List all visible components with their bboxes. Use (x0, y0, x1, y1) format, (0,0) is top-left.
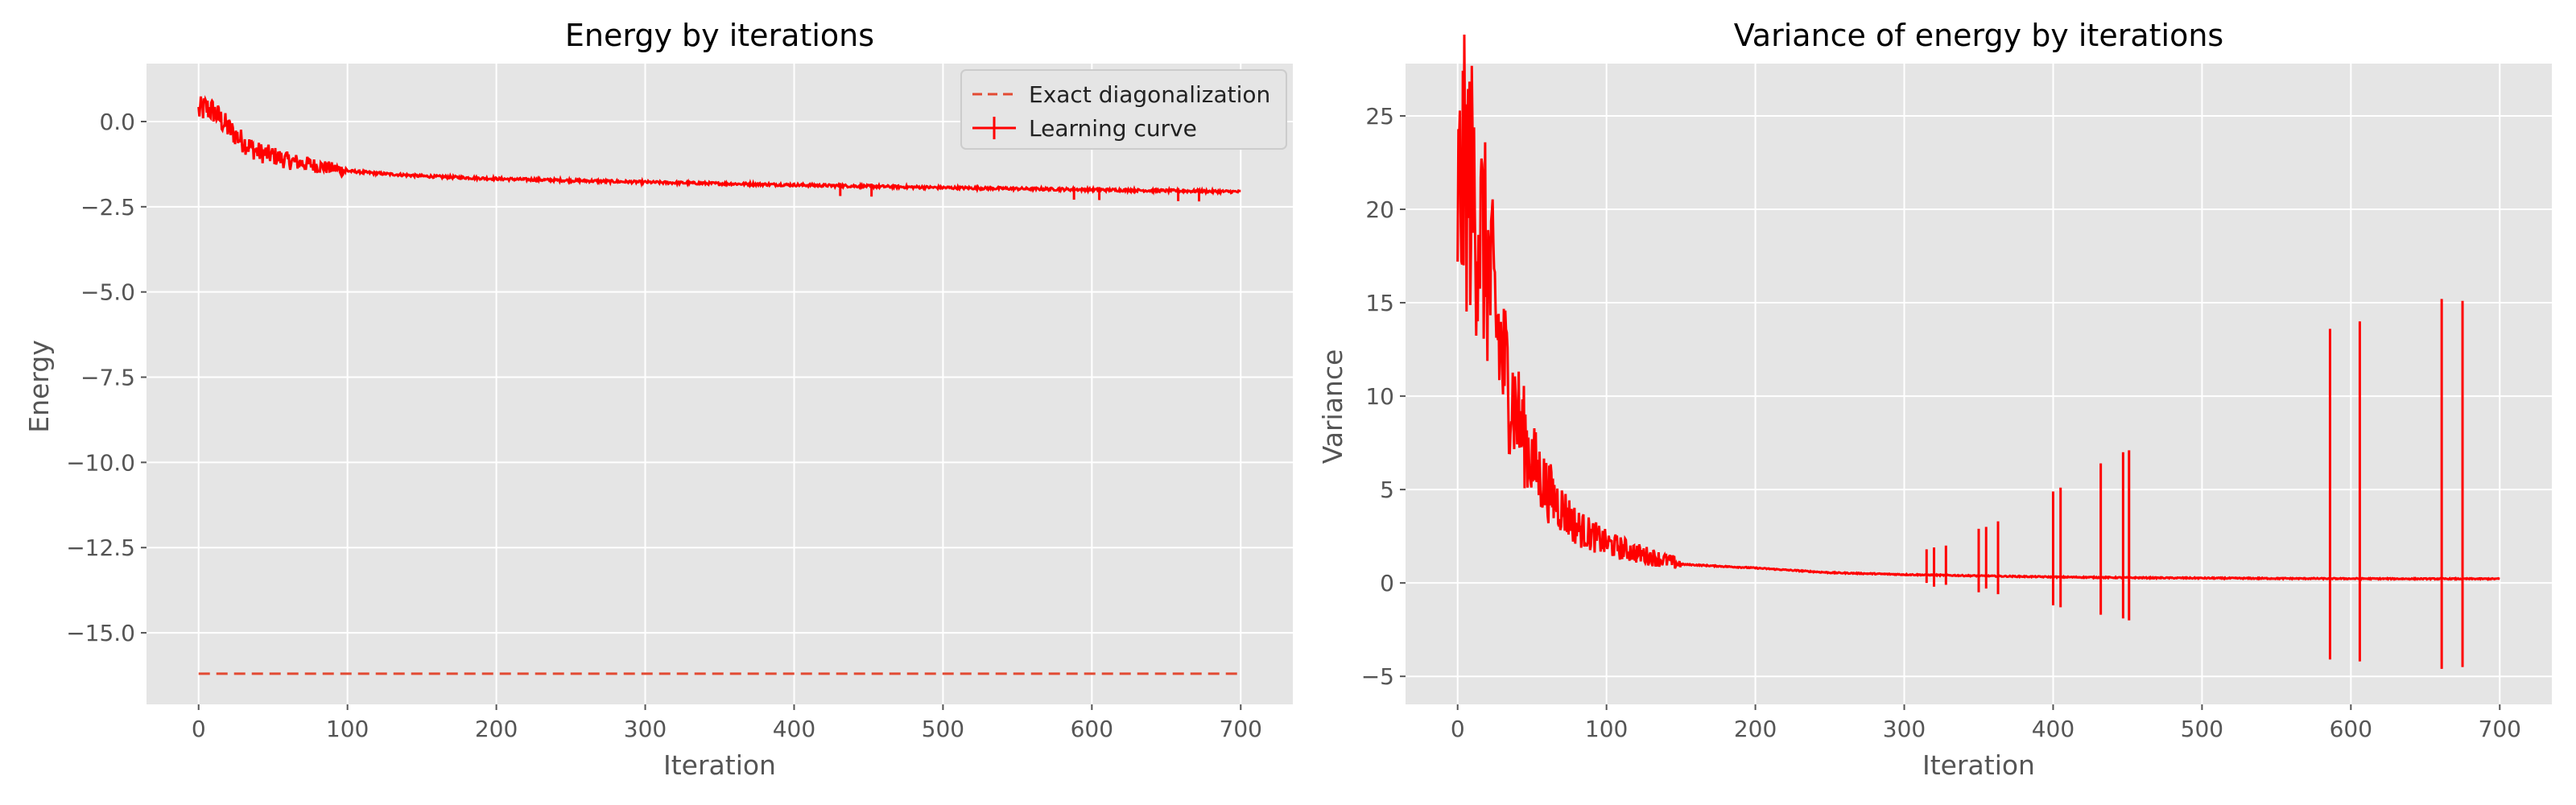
variance-y-tick-label: 15 (1365, 290, 1394, 316)
energy-plot-area (147, 64, 1293, 704)
energy-y-tick-label: −7.5 (80, 365, 135, 391)
variance-x-tick-label: 400 (2032, 716, 2074, 742)
variance-chart-xlabel: Iteration (1922, 749, 2035, 781)
variance-x-tick-label: 600 (2330, 716, 2372, 742)
energy-y-tick-label: −12.5 (66, 535, 135, 561)
energy-x-tick-label: 200 (475, 716, 518, 742)
variance-x-tick-label: 500 (2181, 716, 2223, 742)
energy-chart-title: Energy by iterations (565, 18, 874, 53)
energy-x-tick-label: 400 (773, 716, 815, 742)
variance-x-tick-label: 700 (2479, 716, 2521, 742)
energy-y-tick-label: −2.5 (80, 194, 135, 221)
energy-chart: 0 100 200 300 400 500 600 700 0.0 −2.5 −5.0 −7.5 −10… (23, 18, 1293, 781)
energy-x-tick-label: 300 (624, 716, 667, 742)
energy-x-tick-label: 100 (326, 716, 369, 742)
energy-y-tick-label: −5.0 (80, 279, 135, 306)
variance-plot-area (1406, 64, 2552, 704)
energy-chart-xlabel: Iteration (663, 749, 776, 781)
variance-y-tick-label: 0 (1380, 570, 1394, 597)
energy-y-tick-label: 0.0 (99, 109, 135, 135)
energy-legend-label-exact: Exact diagonalization (1029, 81, 1270, 108)
energy-legend (960, 69, 1287, 150)
variance-x-tick-label: 300 (1883, 716, 1926, 742)
energy-chart-ylabel: Energy (23, 340, 55, 433)
variance-y-tick-label: −5 (1361, 663, 1394, 690)
variance-y-tick-label: 10 (1365, 383, 1394, 410)
variance-x-tick-label: 200 (1734, 716, 1777, 742)
variance-y-tick-label: 5 (1380, 477, 1394, 503)
energy-x-tick-label: 500 (922, 716, 964, 742)
variance-x-tick-label: 100 (1585, 716, 1628, 742)
energy-y-tick-label: −15.0 (66, 620, 135, 646)
variance-chart-title: Variance of energy by iterations (1734, 18, 2223, 53)
variance-y-tick-label: 20 (1365, 196, 1394, 223)
energy-series-learning-curve (197, 95, 1241, 196)
energy-x-tick-label: 0 (192, 716, 206, 742)
variance-y-tick-label: 25 (1365, 103, 1394, 130)
variance-x-tick-label: 0 (1451, 716, 1465, 742)
energy-x-tick-label: 700 (1220, 716, 1262, 742)
variance-chart: 0 100 200 300 400 500 600 700 25 20 15 10 5 0 −5 Varian… (1317, 18, 2552, 781)
energy-legend-label-learning: Learning curve (1029, 115, 1197, 142)
variance-chart-ylabel: Variance (1317, 349, 1348, 464)
energy-y-tick-label: −10.0 (66, 449, 135, 476)
energy-x-tick-label: 600 (1071, 716, 1113, 742)
